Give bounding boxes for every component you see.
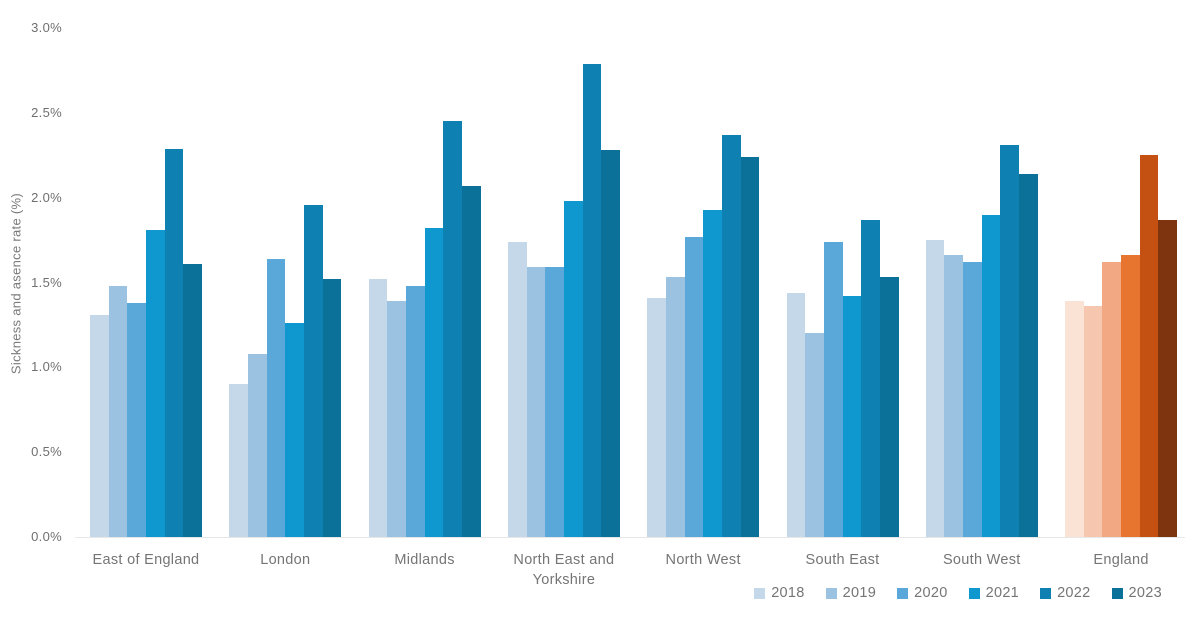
bar-2018 (90, 314, 109, 537)
x-axis-line (75, 537, 1185, 538)
bar-2018 (1065, 301, 1084, 537)
bar-2021 (842, 296, 862, 537)
bar-2019 (247, 353, 267, 537)
legend-label: 2020 (914, 585, 948, 601)
bar-2019 (944, 255, 964, 537)
bar-2018 (229, 384, 248, 537)
x-category-label: Midlands (394, 552, 455, 568)
legend-item-2020: 2020 (897, 585, 947, 601)
bar-2019 (665, 277, 685, 537)
legend-item-2021: 2021 (968, 585, 1020, 601)
bar-group-midlands (368, 28, 481, 537)
bar-2023 (601, 150, 620, 537)
bar-group-england (1065, 28, 1178, 537)
bar-group-south-east (786, 28, 899, 537)
legend-label: 2019 (842, 585, 877, 601)
bar-2020 (545, 267, 564, 537)
bar-2022 (861, 219, 880, 537)
bar-2021 (146, 229, 165, 537)
legend-swatch-icon (754, 587, 766, 599)
bar-2023 (1158, 219, 1178, 537)
bar-2018 (647, 297, 666, 537)
y-tick-label: 1.0% (31, 359, 62, 375)
bar-2022 (1000, 145, 1020, 537)
bar-2021 (563, 201, 583, 537)
bar-2020 (963, 262, 982, 537)
bar-2022 (303, 204, 323, 537)
legend-label: 2018 (771, 585, 805, 601)
bar-2019 (526, 267, 546, 537)
bar-2019 (108, 285, 128, 537)
legend-label: 2022 (1057, 585, 1091, 601)
legend-label: 2021 (985, 585, 1020, 601)
bar-2019 (805, 333, 824, 537)
legend-swatch-icon (1111, 587, 1123, 599)
bar-2020 (405, 285, 425, 537)
bar-2018 (368, 279, 388, 537)
bar-2019 (387, 301, 406, 537)
x-category-label: London (260, 552, 311, 568)
x-category-label: North East and Yorkshire (513, 552, 615, 588)
legend-swatch-icon (897, 587, 909, 599)
legend-label: 2023 (1128, 585, 1162, 601)
legend-item-2022: 2022 (1040, 585, 1090, 601)
bar-group-north-west (647, 28, 760, 537)
legend: 2018 2019 2020 2021 2022 2023 (754, 585, 1162, 601)
bar-2021 (285, 323, 304, 537)
bar-2023 (1019, 173, 1038, 537)
y-tick-label: 1.5% (31, 274, 62, 290)
bar-2023 (183, 263, 203, 537)
bar-2023 (879, 277, 899, 537)
y-tick-label: 0.0% (31, 529, 62, 544)
bar-2021 (981, 214, 1001, 537)
x-category-label: England (1093, 552, 1149, 568)
bar-2020 (1102, 262, 1122, 537)
bar-2022 (721, 134, 741, 537)
bar-group-east-of-england (90, 28, 203, 537)
bar-2018 (507, 241, 527, 537)
legend-swatch-icon (825, 587, 837, 599)
legend-swatch-icon (1040, 587, 1052, 599)
y-tick-label: 3.0% (31, 20, 62, 35)
bar-2023 (740, 156, 760, 537)
bar-2022 (1139, 155, 1159, 537)
bar-2019 (1083, 306, 1103, 537)
y-tick-label: 2.5% (31, 104, 62, 120)
bar-2020 (684, 236, 704, 537)
x-category-label: North West (665, 552, 741, 568)
bar-2023 (322, 279, 342, 537)
bar-2021 (1121, 255, 1140, 537)
bar-2022 (164, 148, 184, 537)
y-tick-label: 0.5% (31, 444, 62, 460)
legend-item-2018: 2018 (754, 585, 804, 601)
y-tick-label: 2.0% (31, 189, 62, 205)
legend-item-2019: 2019 (825, 585, 877, 601)
legend-item-2023: 2023 (1111, 585, 1162, 601)
x-category-label: South West (942, 552, 1021, 568)
bar-group-north-east-and-yorkshire (507, 28, 620, 537)
bar-2021 (703, 209, 722, 537)
bar-2022 (443, 121, 462, 537)
x-category-label: South East (805, 552, 880, 568)
bar-2021 (424, 228, 444, 537)
bar-2018 (786, 292, 806, 537)
bar-2018 (925, 240, 945, 537)
bar-2020 (127, 302, 147, 537)
bar-2023 (461, 185, 481, 537)
bar-2022 (582, 63, 602, 537)
legend-swatch-icon (968, 587, 980, 599)
x-category-label: East of England (92, 552, 200, 568)
bar-2020 (266, 258, 286, 537)
bar-2020 (823, 241, 843, 537)
bar-group-south-west (925, 28, 1038, 537)
bar-group-london (229, 28, 342, 537)
